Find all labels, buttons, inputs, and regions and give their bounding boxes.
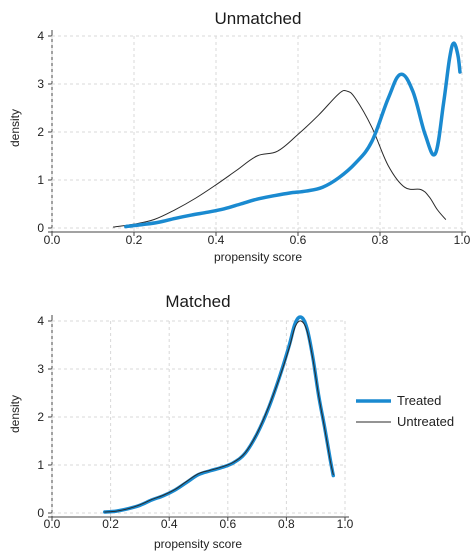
- unmatched-y-tick-label: 1: [37, 173, 44, 187]
- unmatched-panel: Unmatched propensity score density 0 1 2 3 4…: [8, 9, 471, 264]
- unmatched-title: Unmatched: [215, 9, 302, 28]
- matched-x-tick-label: 0.6: [219, 517, 236, 531]
- matched-x-tick-label: 1.0: [337, 517, 354, 531]
- matched-x-tick-label: 0.8: [278, 517, 295, 531]
- unmatched-x-tick-label: 1.0: [454, 233, 471, 247]
- matched-x-axis-label: propensity score: [154, 537, 242, 551]
- unmatched-y-axis-label: density: [8, 109, 22, 147]
- unmatched-x-tick-label: 0.4: [208, 233, 225, 247]
- matched-y-tick-label: 4: [37, 314, 44, 328]
- legend-treated-label: Treated: [397, 393, 441, 408]
- unmatched-untreated-line: [113, 89, 447, 228]
- unmatched-x-tick-label: 0.8: [372, 233, 389, 247]
- matched-x-tick-label: 0.4: [161, 517, 178, 531]
- matched-untreated-line: [104, 320, 334, 513]
- unmatched-x-tick-label: 0.6: [290, 233, 307, 247]
- unmatched-y-tick-label: 2: [37, 125, 44, 139]
- unmatched-x-axis-label: propensity score: [214, 250, 302, 264]
- unmatched-x-tick-label: 0.2: [126, 233, 143, 247]
- matched-x-tick-label: 0.0: [44, 517, 61, 531]
- matched-panel: Matched propensity score density 0 1 2 3 4 0.…: [8, 292, 354, 551]
- unmatched-treated-line: [124, 41, 462, 229]
- matched-title: Matched: [165, 292, 230, 311]
- unmatched-x-tick-label: 0.0: [44, 233, 61, 247]
- legend: Treated Untreated: [356, 393, 454, 429]
- unmatched-y-tick-label: 3: [37, 77, 44, 91]
- unmatched-y-tick-label: 0: [37, 221, 44, 235]
- unmatched-y-tick-label: 4: [37, 29, 44, 43]
- matched-y-tick-label: 0: [37, 506, 44, 520]
- legend-untreated-label: Untreated: [397, 414, 454, 429]
- matched-y-tick-label: 3: [37, 362, 44, 376]
- matched-y-tick-label: 2: [37, 410, 44, 424]
- matched-x-tick-label: 0.2: [102, 517, 119, 531]
- matched-y-axis-label: density: [8, 395, 22, 433]
- matched-y-tick-label: 1: [37, 458, 44, 472]
